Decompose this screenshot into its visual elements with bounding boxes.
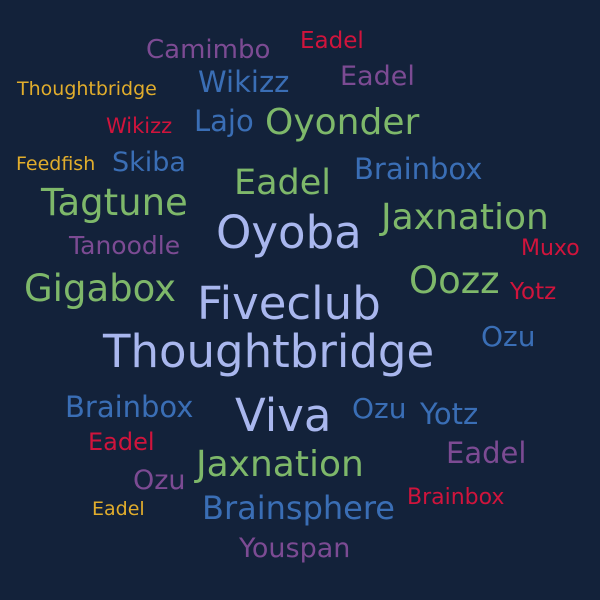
word-jaxnation: Jaxnation: [381, 197, 549, 238]
word-wikizz: Wikizz: [198, 65, 290, 99]
word-ozu: Ozu: [133, 465, 186, 496]
word-brainbox: Brainbox: [65, 390, 194, 424]
word-oyonder: Oyonder: [265, 102, 420, 143]
word-eadel: Eadel: [234, 163, 332, 203]
word-ozu: Ozu: [352, 392, 407, 425]
word-brainbox: Brainbox: [407, 485, 505, 510]
word-oozz: Oozz: [409, 259, 500, 302]
word-yotz: Yotz: [510, 279, 557, 305]
word-youspan: Youspan: [239, 533, 351, 564]
word-brainsphere: Brainsphere: [202, 489, 395, 527]
word-eadel: Eadel: [92, 498, 145, 520]
word-yotz: Yotz: [420, 397, 479, 431]
word-eadel: Eadel: [88, 428, 155, 456]
word-gigabox: Gigabox: [24, 267, 176, 310]
word-lajo: Lajo: [194, 104, 254, 138]
word-eadel: Eadel: [446, 436, 527, 470]
word-feedfish: Feedfish: [16, 153, 96, 175]
word-oyoba: Oyoba: [216, 206, 362, 259]
word-camimbo: Camimbo: [146, 35, 271, 65]
word-muxo: Muxo: [521, 236, 580, 261]
word-fiveclub: Fiveclub: [197, 277, 381, 330]
word-brainbox: Brainbox: [354, 152, 483, 186]
word-skiba: Skiba: [112, 147, 186, 178]
word-thoughtbridge: Thoughtbridge: [17, 78, 157, 100]
word-tanoodle: Tanoodle: [69, 231, 181, 260]
word-eadel: Eadel: [340, 61, 415, 92]
word-thoughtbridge: Thoughtbridge: [103, 325, 435, 378]
word-wikizz: Wikizz: [106, 114, 173, 138]
word-tagtune: Tagtune: [41, 181, 188, 224]
word-eadel: Eadel: [300, 28, 364, 54]
word-viva: Viva: [235, 389, 332, 442]
word-jaxnation: Jaxnation: [196, 444, 364, 485]
word-ozu: Ozu: [481, 320, 536, 353]
